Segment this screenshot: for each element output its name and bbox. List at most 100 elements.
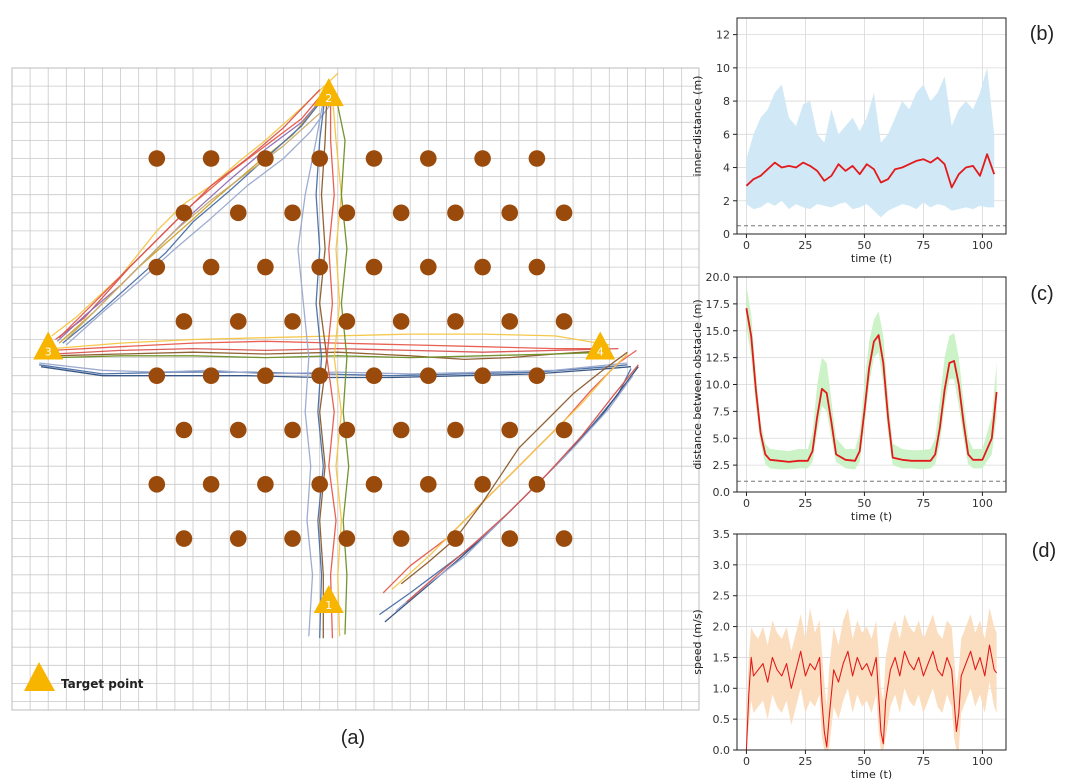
obstacle-dot	[555, 421, 573, 439]
series-mean-line	[745, 644, 998, 751]
obstacle-dot	[338, 530, 356, 547]
tick-label-y: 2.5	[713, 590, 731, 603]
obstacle-dot	[392, 421, 410, 439]
obstacle-dot	[365, 367, 383, 385]
plot-frame	[736, 17, 1007, 235]
obstacle-dot	[528, 258, 546, 276]
obstacle-dot	[392, 313, 410, 330]
obstacle-dot	[175, 530, 193, 547]
obstacle-dot	[474, 476, 491, 493]
tick-label-x: 25	[798, 497, 812, 510]
obstacle-dot	[148, 258, 166, 276]
obstacle-dot	[148, 476, 166, 493]
panel-label-c: (c)	[1030, 283, 1053, 305]
legend: Target point	[24, 662, 144, 691]
obstacle-dot	[392, 204, 410, 222]
obstacle-dot	[284, 530, 301, 547]
tick-label-x: 25	[798, 239, 812, 252]
target-point: 3	[33, 331, 64, 360]
obstacle-dot	[202, 476, 220, 493]
tick-label-x: 50	[857, 239, 871, 252]
obstacle-dot	[447, 421, 464, 439]
obstacle-dot	[365, 476, 383, 493]
tick-label-y: 20.0	[706, 271, 731, 284]
tick-label-y: 2.0	[713, 621, 731, 634]
tick-label-x: 50	[857, 755, 871, 768]
obstacle-dots	[148, 150, 573, 547]
tick-label-x: 0	[743, 239, 750, 252]
obstacle-dot	[447, 204, 464, 222]
tick-label-y: 3.0	[713, 559, 731, 572]
target-markers: 1 2 3 4	[33, 78, 616, 613]
trajectory-path	[53, 347, 619, 355]
chart-obstacle-distance: 0 25 50 75 100 0.0 2.5 5.0 7.5 10.0 12.5 15.0 17.5 20…	[691, 271, 1007, 523]
obstacle-dot	[474, 258, 491, 276]
tick-label-x: 0	[743, 497, 750, 510]
tick-label-x: 75	[916, 755, 930, 768]
obstacle-dot	[528, 150, 546, 167]
obstacle-dot	[501, 313, 519, 330]
series-mean-line	[745, 308, 998, 463]
target-label: 3	[45, 346, 52, 359]
obstacle-dot	[175, 313, 193, 330]
tick-label-x: 75	[916, 497, 930, 510]
obstacle-dot	[229, 313, 247, 330]
tick-label-y: 8	[723, 95, 730, 108]
chart-inner-distance: 0 25 50 75 100 0 2 4 6 8 10 12 time (t) inner-distanc…	[691, 17, 1007, 265]
obstacle-dot	[175, 204, 193, 222]
obstacle-dot	[392, 530, 410, 547]
trajectory-path	[56, 94, 326, 342]
tick-label-y: 1.5	[713, 651, 731, 664]
obstacle-dot	[420, 258, 437, 276]
obstacle-dot	[338, 313, 356, 330]
trajectory-map: 1 2 3 4 Target point (a)	[11, 67, 700, 749]
target-point: 1	[313, 584, 344, 613]
tick-label-y: 5.0	[713, 432, 731, 445]
x-axis-label: time (t)	[851, 768, 892, 779]
trajectory-path	[65, 112, 321, 340]
chart-speed: 0 25 50 75 100 0.0 0.5 1.0 1.5 2.0 2.5 3.0 3.5 time (…	[691, 528, 1007, 779]
series-band	[746, 608, 997, 750]
tick-label-y: 10.0	[706, 379, 731, 392]
obstacle-dot	[257, 150, 274, 167]
trajectory-path	[51, 72, 339, 337]
target-triangle	[313, 78, 344, 107]
obstacle-dot	[257, 476, 274, 493]
tick-label-y: 17.5	[706, 298, 731, 311]
trajectory-path	[39, 364, 628, 377]
obstacle-dot	[555, 204, 573, 222]
trajectory-path	[39, 362, 628, 375]
obstacle-dot	[365, 258, 383, 276]
trajectory-path	[400, 351, 628, 585]
tick-label-y: 10	[716, 62, 730, 75]
trajectory-path	[40, 366, 632, 379]
panel-label-d: (d)	[1032, 540, 1056, 562]
obstacle-dot	[202, 150, 220, 167]
obstacle-dot	[311, 150, 329, 167]
x-axis-label: time (t)	[851, 252, 892, 265]
tick-label-x: 100	[972, 497, 993, 510]
panel-label-b: (b)	[1030, 23, 1054, 45]
tick-label-x: 0	[743, 755, 750, 768]
target-label: 1	[325, 599, 332, 612]
obstacle-dot	[501, 530, 519, 547]
obstacle-dot	[175, 421, 193, 439]
obstacle-dot	[474, 367, 491, 385]
obstacle-dot	[338, 204, 356, 222]
tick-label-y: 6	[723, 128, 730, 141]
tick-label-y: 3.5	[713, 528, 731, 541]
x-axis-label: time (t)	[851, 510, 892, 523]
tick-label-y: 7.5	[713, 405, 731, 418]
obstacle-dot	[257, 367, 274, 385]
tick-label-y: 0.0	[713, 744, 731, 757]
tick-label-x: 100	[972, 239, 993, 252]
obstacle-dot	[420, 367, 437, 385]
trajectory-path	[391, 353, 628, 590]
panel-label-a: (a)	[341, 727, 365, 749]
obstacle-dot	[555, 530, 573, 547]
obstacle-dot	[229, 204, 247, 222]
series-mean-line	[745, 153, 996, 189]
obstacle-dot	[420, 476, 437, 493]
trajectory-path	[51, 333, 610, 350]
